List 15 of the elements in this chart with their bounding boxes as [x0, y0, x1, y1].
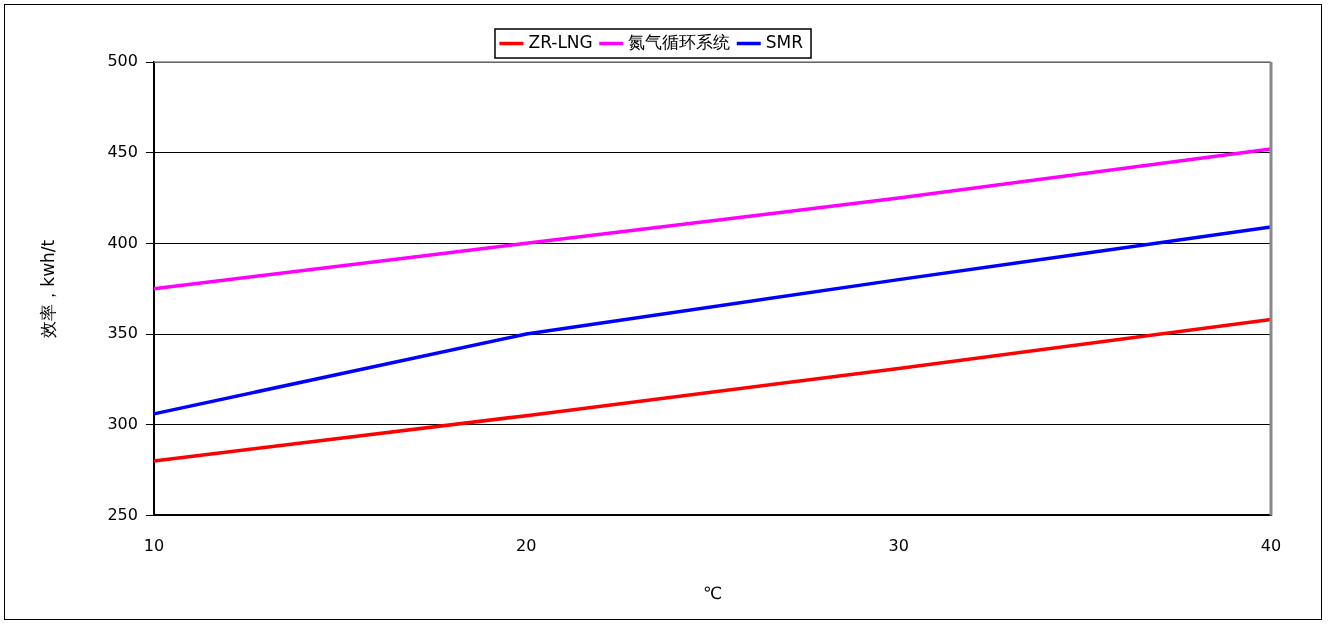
y-axis-title: 效率，kwh/t: [37, 239, 58, 338]
legend-label: ZR-LNG: [528, 31, 593, 52]
legend-label: 氮气循环系统: [628, 31, 731, 52]
y-tick-label: 250: [107, 504, 138, 524]
y-tick-label: 500: [107, 51, 138, 71]
legend-label: SMR: [765, 31, 804, 52]
y-tick-label: 350: [107, 323, 138, 343]
y-tick-label: 400: [107, 232, 138, 252]
y-tick-label: 450: [107, 141, 138, 161]
x-tick-label: 40: [1260, 536, 1282, 556]
x-tick-label: 20: [516, 536, 537, 556]
y-tick-label: 300: [107, 413, 138, 433]
x-tick-label: 30: [888, 536, 909, 556]
x-tick-label: 10: [143, 536, 165, 556]
x-axis-title: ℃: [702, 583, 723, 604]
